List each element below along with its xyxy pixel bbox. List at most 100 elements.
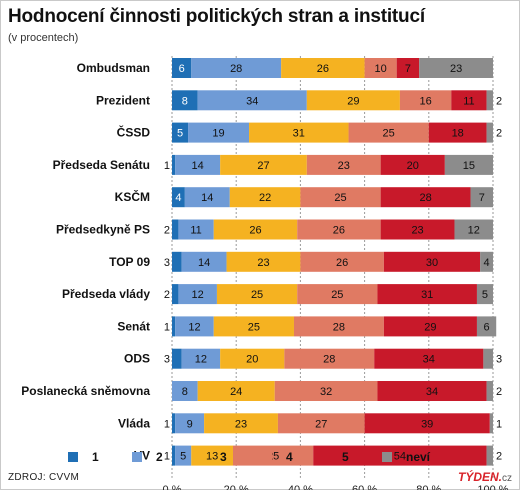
bar-segment-2 (175, 154, 221, 175)
bar-segment-5 (380, 187, 471, 208)
data-label: 2 (496, 95, 502, 107)
data-label: 39 (421, 418, 433, 430)
data-label: 29 (424, 321, 436, 333)
data-label: 26 (333, 225, 345, 237)
bar-segment-3 (220, 154, 307, 175)
data-label: 25 (334, 192, 346, 204)
data-label: 25 (383, 128, 395, 140)
category-label: Předseda Senátu (53, 158, 150, 172)
bar-segment-nevi (486, 90, 493, 111)
data-label: 9 (187, 418, 193, 430)
bar-segment-nevi (480, 251, 493, 272)
bar-segment-5 (383, 316, 477, 337)
bar-segment-3 (226, 251, 301, 272)
data-label: 32 (320, 386, 332, 398)
data-label: 23 (450, 63, 462, 75)
data-label: 25 (331, 289, 343, 301)
bar-segment-2 (181, 348, 221, 369)
legend-label: 2 (156, 450, 163, 464)
category-label: TOP 09 (109, 255, 150, 269)
category-label: Vláda (118, 416, 150, 430)
data-label: 2 (496, 128, 502, 140)
legend-swatch (196, 452, 206, 462)
data-label: 20 (246, 354, 258, 366)
data-label: 7 (405, 63, 411, 75)
data-label: 7 (479, 192, 485, 204)
data-label: 18 (452, 128, 464, 140)
legend-swatch (132, 452, 142, 462)
bar-segment-1 (172, 284, 179, 305)
data-label: 13 (206, 451, 218, 463)
data-label: 25 (251, 289, 263, 301)
bar-segment-1 (172, 90, 198, 111)
data-label: 23 (257, 257, 269, 269)
data-label: 3 (164, 257, 170, 269)
x-tick-label: 100 % (477, 484, 508, 490)
bar-segment-1 (172, 251, 182, 272)
bar-segment-nevi (444, 154, 493, 175)
chart-title: Hodnocení činnosti politických stran a i… (8, 6, 425, 27)
bar-segment-nevi (489, 413, 493, 434)
bar-segment-nevi (454, 219, 493, 240)
bar-segment-1 (172, 413, 176, 434)
data-label: 1 (164, 451, 170, 463)
bar-segment-5 (383, 251, 481, 272)
bar-segment-4 (297, 284, 378, 305)
category-label: ODS (124, 352, 150, 366)
bar-segment-3 (213, 219, 298, 240)
legend-swatch (382, 452, 392, 462)
data-label: 1 (496, 418, 502, 430)
bar-segment-2 (188, 122, 250, 143)
bar-segment-nevi (419, 58, 493, 78)
bar-segment-1 (172, 348, 182, 369)
bar-segment-5 (313, 445, 487, 466)
legend-item-3: 3 (196, 449, 227, 465)
data-label: 27 (257, 160, 269, 172)
category-label: Předseda vlády (62, 287, 150, 301)
legend-swatch (68, 452, 78, 462)
data-label: 16 (419, 95, 431, 107)
data-label: 12 (192, 289, 204, 301)
bar-segment-5 (428, 122, 487, 143)
data-label: 20 (407, 160, 419, 172)
legend-label: 5 (342, 450, 349, 464)
data-label: 28 (323, 354, 335, 366)
legend-swatch (262, 452, 272, 462)
bar-segment-nevi (470, 187, 493, 208)
data-label: 5 (482, 289, 488, 301)
data-label: 2 (496, 386, 502, 398)
bar-segment-2 (197, 90, 307, 111)
data-label: 5 (177, 128, 183, 140)
bar-segment-5 (377, 381, 487, 401)
bar-segment-3 (220, 348, 285, 369)
legend-label: neví (406, 450, 431, 464)
data-label: 1 (164, 321, 170, 333)
bar-segment-4 (293, 316, 384, 337)
data-label: 2 (496, 451, 502, 463)
bar-segment-5 (396, 58, 420, 78)
bar-segment-1 (172, 316, 176, 337)
bar-segment-4 (297, 219, 381, 240)
category-label: Ombudsman (77, 61, 150, 75)
bar-segment-4 (348, 122, 429, 143)
legend-swatch (318, 452, 328, 462)
category-label: Prezident (96, 93, 150, 107)
source-note: ZDROJ: CVVM (8, 472, 80, 483)
data-label: 30 (426, 257, 438, 269)
x-tick-label: 40 % (288, 484, 313, 490)
data-label: 28 (419, 192, 431, 204)
bar-segment-3 (197, 381, 275, 401)
bar-segment-4 (277, 413, 365, 434)
data-label: 15 (463, 160, 475, 172)
bar-segment-4 (232, 445, 314, 466)
bar-segment-4 (300, 187, 381, 208)
bar-segment-1 (172, 187, 185, 208)
data-label: 11 (463, 95, 474, 107)
data-label: 2 (164, 289, 170, 301)
data-label: 14 (201, 192, 213, 204)
bar-segment-2 (184, 187, 230, 208)
bar-segment-4 (300, 251, 384, 272)
bar-segment-2 (178, 219, 214, 240)
bar-segment-5 (364, 413, 490, 434)
data-label: 14 (192, 160, 204, 172)
